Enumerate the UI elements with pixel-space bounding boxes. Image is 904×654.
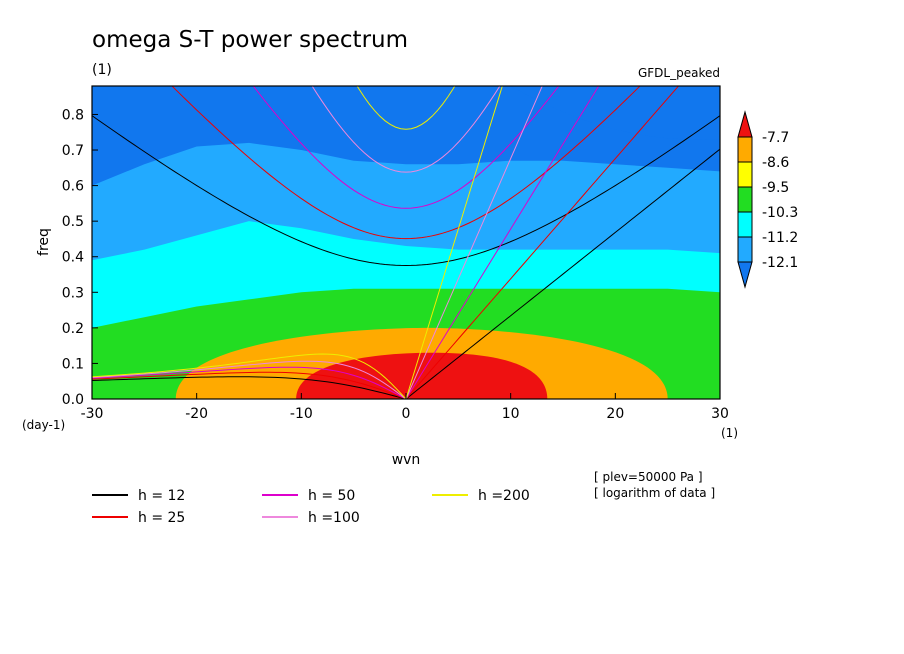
note-text: [ plev=50000 Pa ] — [594, 470, 703, 484]
colorbar-label: -11.2 — [762, 230, 798, 246]
colorbar-label: -8.6 — [762, 155, 789, 171]
colorbar-swatch — [738, 137, 752, 162]
x-tick-label: -10 — [290, 406, 313, 422]
notes: [ plev=50000 Pa ] [ logarithm of data ] — [594, 470, 715, 500]
y-tick-label: 0.8 — [62, 107, 84, 123]
legend-label: h =200 — [478, 488, 530, 504]
x-tick-label: -30 — [81, 406, 104, 422]
colorbar: -7.7 -8.6 -9.5 -10.3 -11.2 -12.1 — [738, 112, 798, 287]
model-label: GFDL_peaked — [638, 66, 720, 80]
units-label: (1) — [92, 62, 112, 78]
colorbar-top-triangle — [738, 112, 752, 137]
x-axis-label: wvn — [392, 452, 421, 468]
y-tick-label: 0.0 — [62, 392, 84, 408]
colorbar-label: -9.5 — [762, 180, 789, 196]
legend-label: h = 25 — [138, 510, 185, 526]
y-axis-label: freq — [36, 228, 52, 256]
colorbar-label: -7.7 — [762, 130, 789, 146]
x-tick-label: -20 — [185, 406, 208, 422]
x-tick-label: 0 — [402, 406, 411, 422]
y-tick-label: 0.2 — [62, 321, 84, 337]
x-unit-label: (1) — [721, 426, 738, 440]
legend-label: h = 50 — [308, 488, 355, 504]
spectrum-chart: omega S-T power spectrum (1) GFDL_peaked… — [0, 0, 904, 654]
y-tick-label: 0.7 — [62, 143, 84, 159]
x-tick-label: 20 — [606, 406, 624, 422]
y-tick-label: 0.4 — [62, 250, 84, 266]
colorbar-swatch — [738, 212, 752, 237]
colorbar-bottom-triangle — [738, 262, 752, 287]
legend: h = 12 h = 25 h = 50 h =100 h =200 — [92, 488, 530, 526]
note-text: [ logarithm of data ] — [594, 486, 715, 500]
colorbar-swatch — [738, 162, 752, 187]
y-tick-label: 0.6 — [62, 179, 84, 195]
x-tick-label: 10 — [502, 406, 520, 422]
colorbar-label: -10.3 — [762, 205, 798, 221]
y-tick-label: 0.1 — [62, 356, 84, 372]
x-tick-label: 30 — [711, 406, 729, 422]
colorbar-swatch — [738, 187, 752, 212]
y-tick-label: 0.5 — [62, 214, 84, 230]
contour-fills — [92, 86, 720, 399]
colorbar-label: -12.1 — [762, 255, 798, 271]
colorbar-swatch — [738, 237, 752, 262]
y-tick-label: 0.3 — [62, 285, 84, 301]
y-unit-label: (day-1) — [22, 418, 65, 432]
legend-label: h = 12 — [138, 488, 185, 504]
legend-label: h =100 — [308, 510, 360, 526]
chart-title: omega S-T power spectrum — [92, 27, 408, 53]
